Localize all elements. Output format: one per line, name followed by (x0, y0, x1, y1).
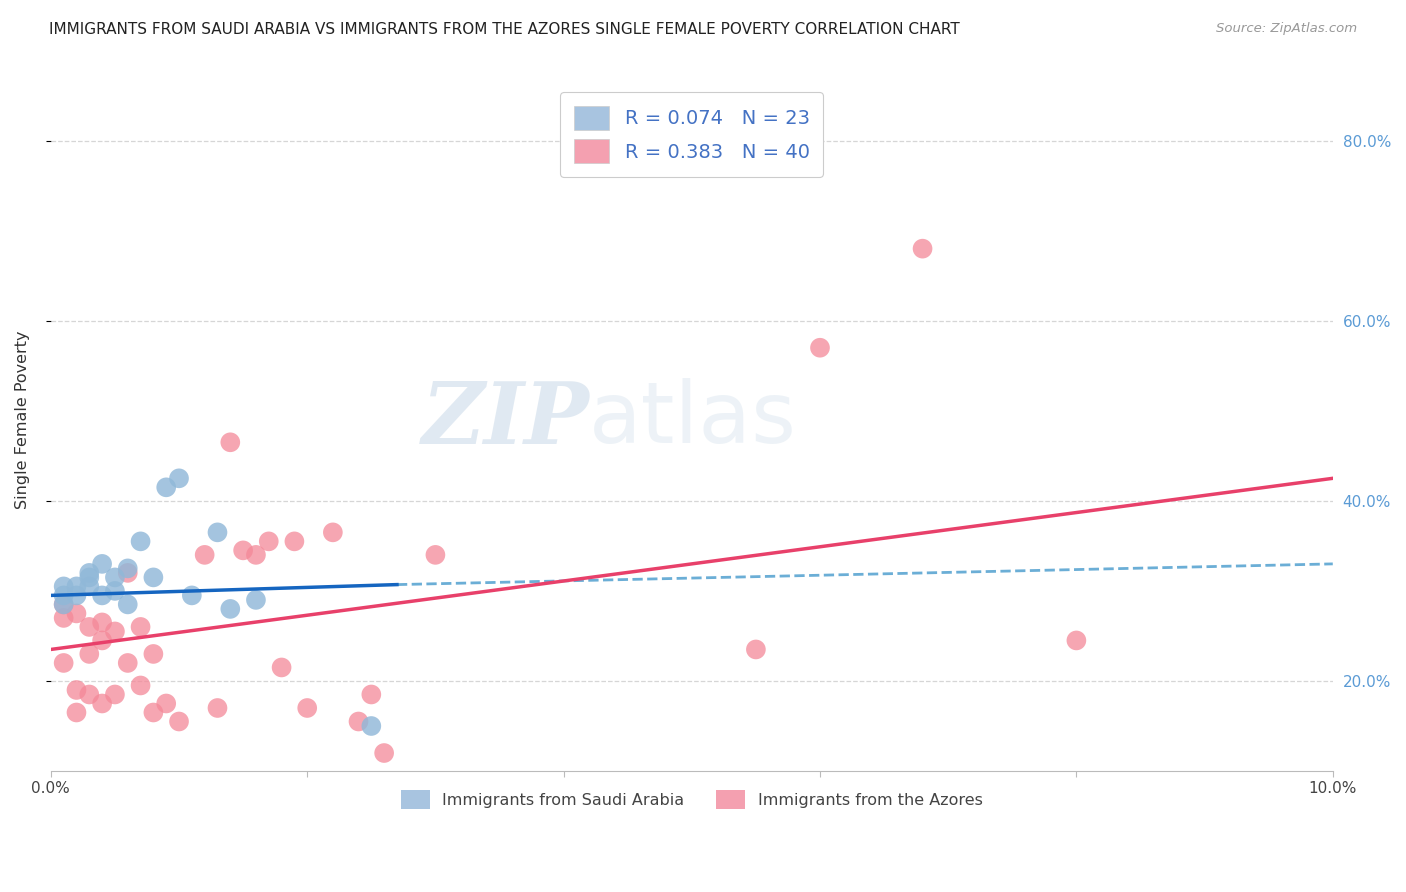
Point (142, 570, 165, 584)
Point (52, 588, 75, 602)
Point (1066, 633, 1088, 648)
Point (91, 633, 114, 648)
Point (745, 642, 768, 657)
Point (360, 688, 382, 702)
Point (52, 598, 75, 612)
Point (167, 714, 190, 729)
Point (52, 656, 75, 670)
Point (104, 583, 127, 598)
Point (219, 435, 242, 450)
Point (142, 647, 165, 661)
Point (65, 579, 87, 593)
Point (65, 588, 87, 602)
Point (104, 624, 127, 639)
Point (104, 688, 127, 702)
Point (322, 525, 344, 540)
Point (808, 341, 831, 355)
Point (117, 598, 139, 612)
Point (129, 620, 152, 634)
Point (52, 598, 75, 612)
Point (79, 566, 101, 580)
Point (117, 566, 139, 580)
Point (194, 548, 217, 562)
Point (91, 588, 114, 602)
Point (79, 620, 101, 634)
Point (129, 678, 152, 692)
Point (373, 746, 395, 760)
Point (167, 471, 190, 485)
Point (91, 615, 114, 630)
Text: Source: ZipAtlas.com: Source: ZipAtlas.com (1216, 22, 1357, 36)
Point (52, 579, 75, 593)
Point (155, 697, 177, 711)
Point (117, 656, 139, 670)
Point (360, 719, 382, 733)
Point (129, 534, 152, 549)
Point (425, 548, 447, 562)
Point (91, 557, 114, 571)
Point (219, 602, 242, 616)
Point (911, 242, 934, 256)
Text: atlas: atlas (589, 378, 797, 461)
Point (270, 660, 292, 674)
Point (347, 714, 370, 729)
Point (180, 588, 202, 602)
Point (65, 706, 87, 720)
Text: ZIP: ZIP (422, 378, 589, 461)
Text: IMMIGRANTS FROM SAUDI ARABIA VS IMMIGRANTS FROM THE AZORES SINGLE FEMALE POVERTY: IMMIGRANTS FROM SAUDI ARABIA VS IMMIGRAN… (49, 22, 960, 37)
Point (117, 561, 139, 575)
Point (79, 688, 101, 702)
Point (257, 534, 280, 549)
Point (65, 683, 87, 698)
Point (155, 480, 177, 494)
Point (79, 647, 101, 661)
Point (297, 701, 319, 715)
Point (65, 607, 87, 621)
Point (52, 611, 75, 625)
Y-axis label: Single Female Poverty: Single Female Poverty (15, 331, 30, 509)
Point (91, 697, 114, 711)
Point (142, 706, 165, 720)
Point (245, 548, 267, 562)
Point (245, 593, 267, 607)
Point (207, 525, 229, 540)
Point (207, 701, 229, 715)
Legend: Immigrants from Saudi Arabia, Immigrants from the Azores: Immigrants from Saudi Arabia, Immigrants… (395, 783, 990, 816)
Point (104, 570, 127, 584)
Point (283, 534, 305, 549)
Point (79, 579, 101, 593)
Point (79, 570, 101, 584)
Point (232, 543, 254, 558)
